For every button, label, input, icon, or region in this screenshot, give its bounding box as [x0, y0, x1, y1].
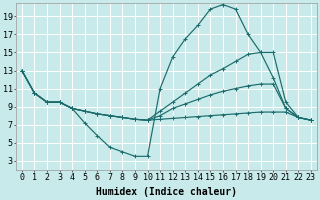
- X-axis label: Humidex (Indice chaleur): Humidex (Indice chaleur): [96, 187, 237, 197]
